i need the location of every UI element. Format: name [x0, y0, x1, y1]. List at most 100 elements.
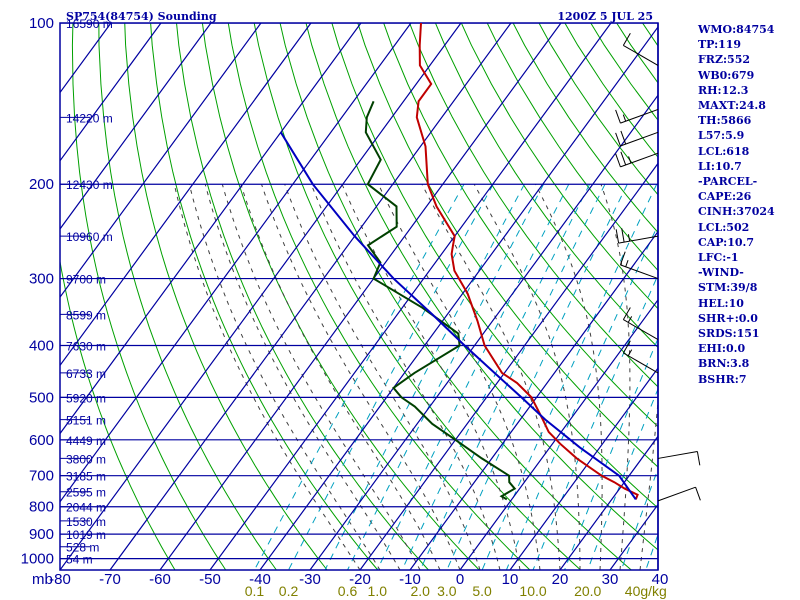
wind-barb	[623, 44, 659, 66]
mixing-ratio-label: 0.1	[245, 583, 265, 599]
wind-barb	[620, 131, 659, 147]
stat-item: LFC:-1	[698, 251, 739, 265]
moist-adiabat	[240, 184, 441, 570]
pressure-label: 700	[29, 468, 54, 485]
temperature-tick-label: -80	[49, 571, 71, 588]
mixing-ratio-line	[587, 387, 658, 570]
isotherm	[60, 23, 362, 435]
temperature-profile	[415, 23, 639, 500]
isotherm	[259, 26, 658, 570]
wind-barb-flag	[622, 340, 631, 354]
mixing-ratio-label: 3.0	[437, 583, 457, 599]
wind-barb-flag	[628, 156, 632, 164]
stat-item: FRZ:552	[698, 53, 751, 67]
dry-adiabat	[98, 23, 277, 570]
height-label: 2044 m	[66, 501, 106, 515]
stat-item: STM:39/8	[698, 281, 758, 295]
isotherm	[60, 23, 212, 230]
height-label: 14220 m	[66, 111, 113, 125]
pressure-label: 400	[29, 337, 54, 354]
temperature-tick-label: -50	[199, 571, 221, 588]
stat-item: CAPE:26	[698, 190, 752, 204]
temperature-tick-label: 20	[552, 571, 569, 588]
mixing-ratio-label: 5.0	[472, 583, 492, 599]
mixing-ratio-label: 0.6	[338, 583, 358, 599]
dry-adiabat	[60, 258, 176, 570]
pressure-label: 900	[29, 526, 54, 543]
temperature-tick-label: -30	[299, 571, 321, 588]
stat-item: WB0:679	[698, 68, 755, 82]
stat-item: L57:5.9	[698, 129, 745, 143]
mixing-ratio-label: 2.0	[410, 583, 430, 599]
temperature-tick-label: 40	[652, 571, 669, 588]
stat-item: LCL:502	[698, 220, 750, 234]
moist-adiabat	[261, 184, 461, 570]
wind-barb-flag	[621, 228, 625, 243]
mixing-ratio-line	[376, 183, 570, 570]
pressure-label: 200	[29, 176, 54, 193]
parcel-profile	[279, 131, 637, 500]
wind-barb-flag	[620, 151, 627, 166]
wind-barb-flag	[696, 451, 701, 466]
temperature-tick-label: -10	[399, 571, 421, 588]
wind-barb	[623, 319, 659, 341]
stat-item: LCL:618	[698, 144, 750, 158]
pressure-label: 600	[29, 432, 54, 449]
temperature-tick-label: -40	[249, 571, 271, 588]
dry-adiabat	[305, 23, 658, 551]
wind-barb-flag	[622, 114, 627, 122]
isotherm	[559, 435, 658, 570]
temperature-tick-label: -20	[349, 571, 371, 588]
isotherm	[509, 367, 658, 570]
dry-adiabat	[124, 23, 328, 570]
dry-adiabat	[486, 23, 658, 272]
moist-adiabat	[310, 184, 501, 570]
isotherm	[60, 23, 262, 299]
pressure-label: 1000	[21, 551, 54, 568]
height-label: 6733 m	[66, 367, 106, 381]
wind-barb-flag	[615, 109, 621, 124]
pressure-label: 500	[29, 389, 54, 406]
wind-barb-flag	[620, 130, 627, 145]
moist-adiabat	[421, 183, 561, 570]
mixing-ratio-line	[324, 183, 525, 570]
wind-barb	[623, 352, 659, 374]
moist-adiabat	[535, 183, 603, 570]
height-label: 4449 m	[66, 434, 106, 448]
height-label: 3185 m	[66, 470, 106, 484]
temperature-tick-label: 10	[502, 571, 519, 588]
dry-adiabat	[227, 23, 531, 570]
dry-adiabat	[176, 23, 429, 570]
dry-adiabat	[201, 23, 480, 570]
stat-item: -PARCEL-	[698, 175, 758, 189]
pressure-label: 100	[29, 15, 54, 32]
stat-item: CAP:10.7	[698, 235, 755, 249]
mixing-ratio-line	[419, 183, 606, 570]
dry-adiabat	[331, 23, 658, 509]
isotherm	[60, 23, 412, 503]
mixing-ratio-line	[505, 223, 658, 570]
stat-item: -WIND-	[698, 266, 744, 280]
dewpoint-profile	[364, 100, 517, 501]
height-label: 7630 m	[66, 339, 106, 353]
height-label: 5151 m	[66, 414, 106, 428]
mixing-ratio-line	[288, 183, 494, 570]
wind-barb	[657, 450, 698, 459]
height-label: 10960 m	[66, 230, 113, 244]
moist-adiabat	[173, 184, 361, 570]
temperature-tick-label: -60	[149, 571, 171, 588]
height-label: 5920 m	[66, 391, 106, 405]
stat-item: MAXT:24.8	[698, 99, 766, 113]
moist-adiabat	[377, 183, 541, 570]
wind-barb-flag	[627, 316, 633, 323]
moist-adiabat	[221, 184, 421, 570]
dry-adiabat	[409, 23, 658, 388]
temperature-tick-label: -70	[99, 571, 121, 588]
wind-barb-flag	[622, 33, 631, 46]
mixing-ratio-line	[481, 183, 658, 570]
dry-adiabat	[279, 23, 632, 570]
height-label: 528 m	[66, 541, 99, 555]
stat-item: RH:12.3	[698, 83, 749, 97]
isotherm	[209, 23, 612, 570]
